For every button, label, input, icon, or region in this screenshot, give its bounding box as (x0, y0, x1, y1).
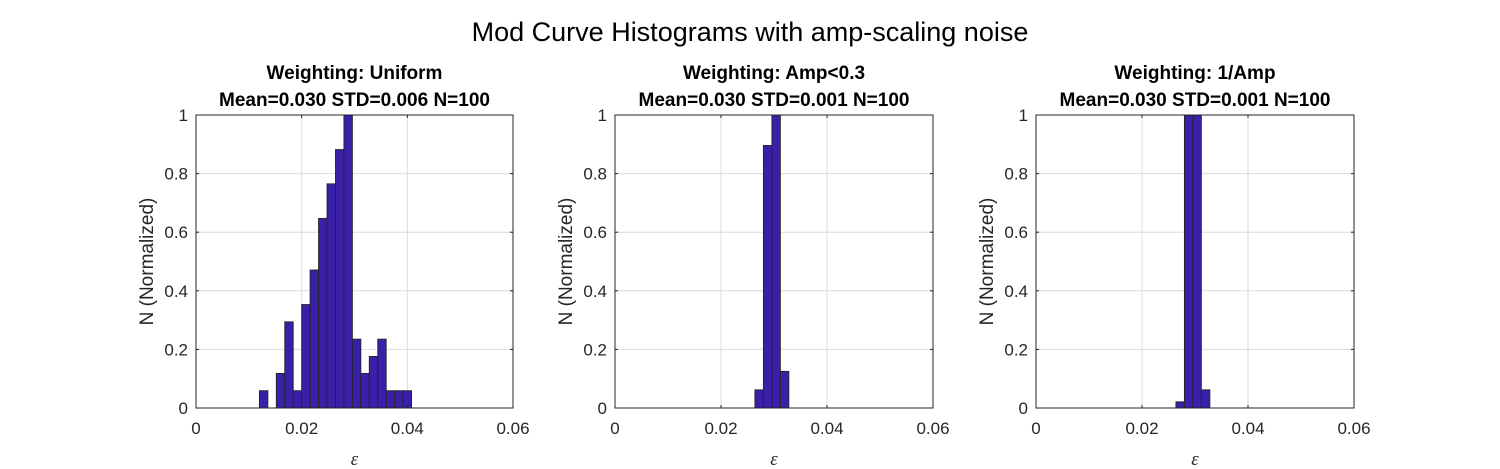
histogram-bar (343, 114, 353, 409)
histogram-panel-2: 0 0.02 0.04 0.06 0 0.2 0.4 0.6 0.8 1 Weighting: Am… (556, 63, 950, 469)
histogram-bar (318, 217, 328, 409)
histogram-panel-1: 0 0.02 0.04 0.06 0 0.2 0.4 0.6 0.8 1 Weighting: Un… (137, 63, 530, 469)
histogram-bar (1192, 114, 1202, 409)
y-tick-label: 1 (598, 106, 607, 125)
y-tick-label: 0 (1019, 399, 1028, 418)
y-tick-label: 0.2 (164, 340, 188, 359)
histogram-bar (292, 390, 303, 409)
y-tick-label: 0 (179, 399, 188, 418)
axes-box (195, 114, 514, 409)
histogram-panel-3: 0 0.02 0.04 0.06 0 0.2 0.4 0.6 0.8 1 Weighting: 1/… (977, 63, 1371, 469)
x-tick-label: 0.02 (704, 419, 737, 438)
x-tick-label: 0 (1031, 419, 1040, 438)
histogram-bar (762, 145, 773, 409)
y-tick-label: 0.6 (1004, 223, 1028, 242)
histogram-bar (351, 338, 362, 409)
histogram-bar (779, 370, 790, 409)
y-tick-label: 0.4 (164, 282, 188, 301)
x-tick-label: 0 (191, 419, 200, 438)
panel-title: Weighting: Amp<0.3 (683, 63, 865, 84)
x-tick-label: 0.06 (916, 419, 949, 438)
y-tick-label: 0.8 (1004, 165, 1028, 184)
y-tick-label: 1 (179, 106, 188, 125)
axes-box (1035, 114, 1355, 409)
panel-subtitle: Mean=0.030 STD=0.001 N=100 (639, 90, 910, 111)
histogram-bar (275, 372, 286, 409)
y-tick-label: 0.4 (583, 282, 607, 301)
histogram-bar (1183, 114, 1194, 409)
x-tick-label: 0.06 (496, 419, 529, 438)
histogram-bar (284, 321, 294, 409)
figure-title: Mod Curve Histograms with amp-scaling no… (472, 17, 1029, 47)
histogram-bar (335, 149, 345, 409)
histogram-bar (377, 338, 387, 409)
panel-subtitle: Mean=0.030 STD=0.001 N=100 (1060, 90, 1331, 111)
y-tick-label: 0.6 (164, 223, 188, 242)
y-tick-label: 0.4 (1004, 282, 1028, 301)
histogram-bar (360, 372, 370, 409)
panel-title: Weighting: Uniform (267, 63, 443, 84)
histogram-bar (385, 390, 396, 409)
x-tick-label: 0.02 (1125, 419, 1158, 438)
panel-title: Weighting: 1/Amp (1114, 63, 1275, 84)
x-tick-label: 0.04 (391, 419, 424, 438)
y-axis-label: N (Normalized) (137, 198, 158, 326)
histogram-bar (1175, 401, 1185, 409)
x-tick-label: 0.04 (810, 419, 843, 438)
x-tick-label: 0.02 (285, 419, 318, 438)
panel-subtitle: Mean=0.030 STD=0.006 N=100 (219, 90, 490, 111)
y-tick-label: 1 (1019, 106, 1028, 125)
y-tick-label: 0.6 (583, 223, 607, 242)
histogram-bar (754, 389, 764, 409)
y-axis-label: N (Normalized) (977, 198, 998, 326)
bars (754, 114, 790, 409)
x-tick-label: 0.06 (1337, 419, 1370, 438)
y-tick-label: 0.8 (164, 165, 188, 184)
histogram-bar (326, 183, 336, 409)
histogram-bar (309, 269, 320, 409)
axes-box (614, 114, 934, 409)
histogram-bar (301, 304, 311, 409)
x-tick-label: 0.04 (1231, 419, 1264, 438)
y-tick-label: 0.8 (583, 165, 607, 184)
y-tick-label: 0.2 (1004, 340, 1028, 359)
x-tick-label: 0 (610, 419, 619, 438)
histogram-bar (394, 390, 404, 409)
histogram-bar (258, 390, 269, 409)
x-axis-label: ε (351, 449, 359, 469)
x-axis-label: ε (1191, 449, 1199, 469)
y-axis-label: N (Normalized) (556, 198, 577, 326)
x-axis-label: ε (770, 449, 778, 469)
y-tick-label: 0 (598, 399, 607, 418)
histogram-bar (771, 114, 781, 409)
y-tick-label: 0.2 (583, 340, 607, 359)
histogram-bar (368, 355, 379, 409)
histogram-bar (1200, 389, 1211, 409)
